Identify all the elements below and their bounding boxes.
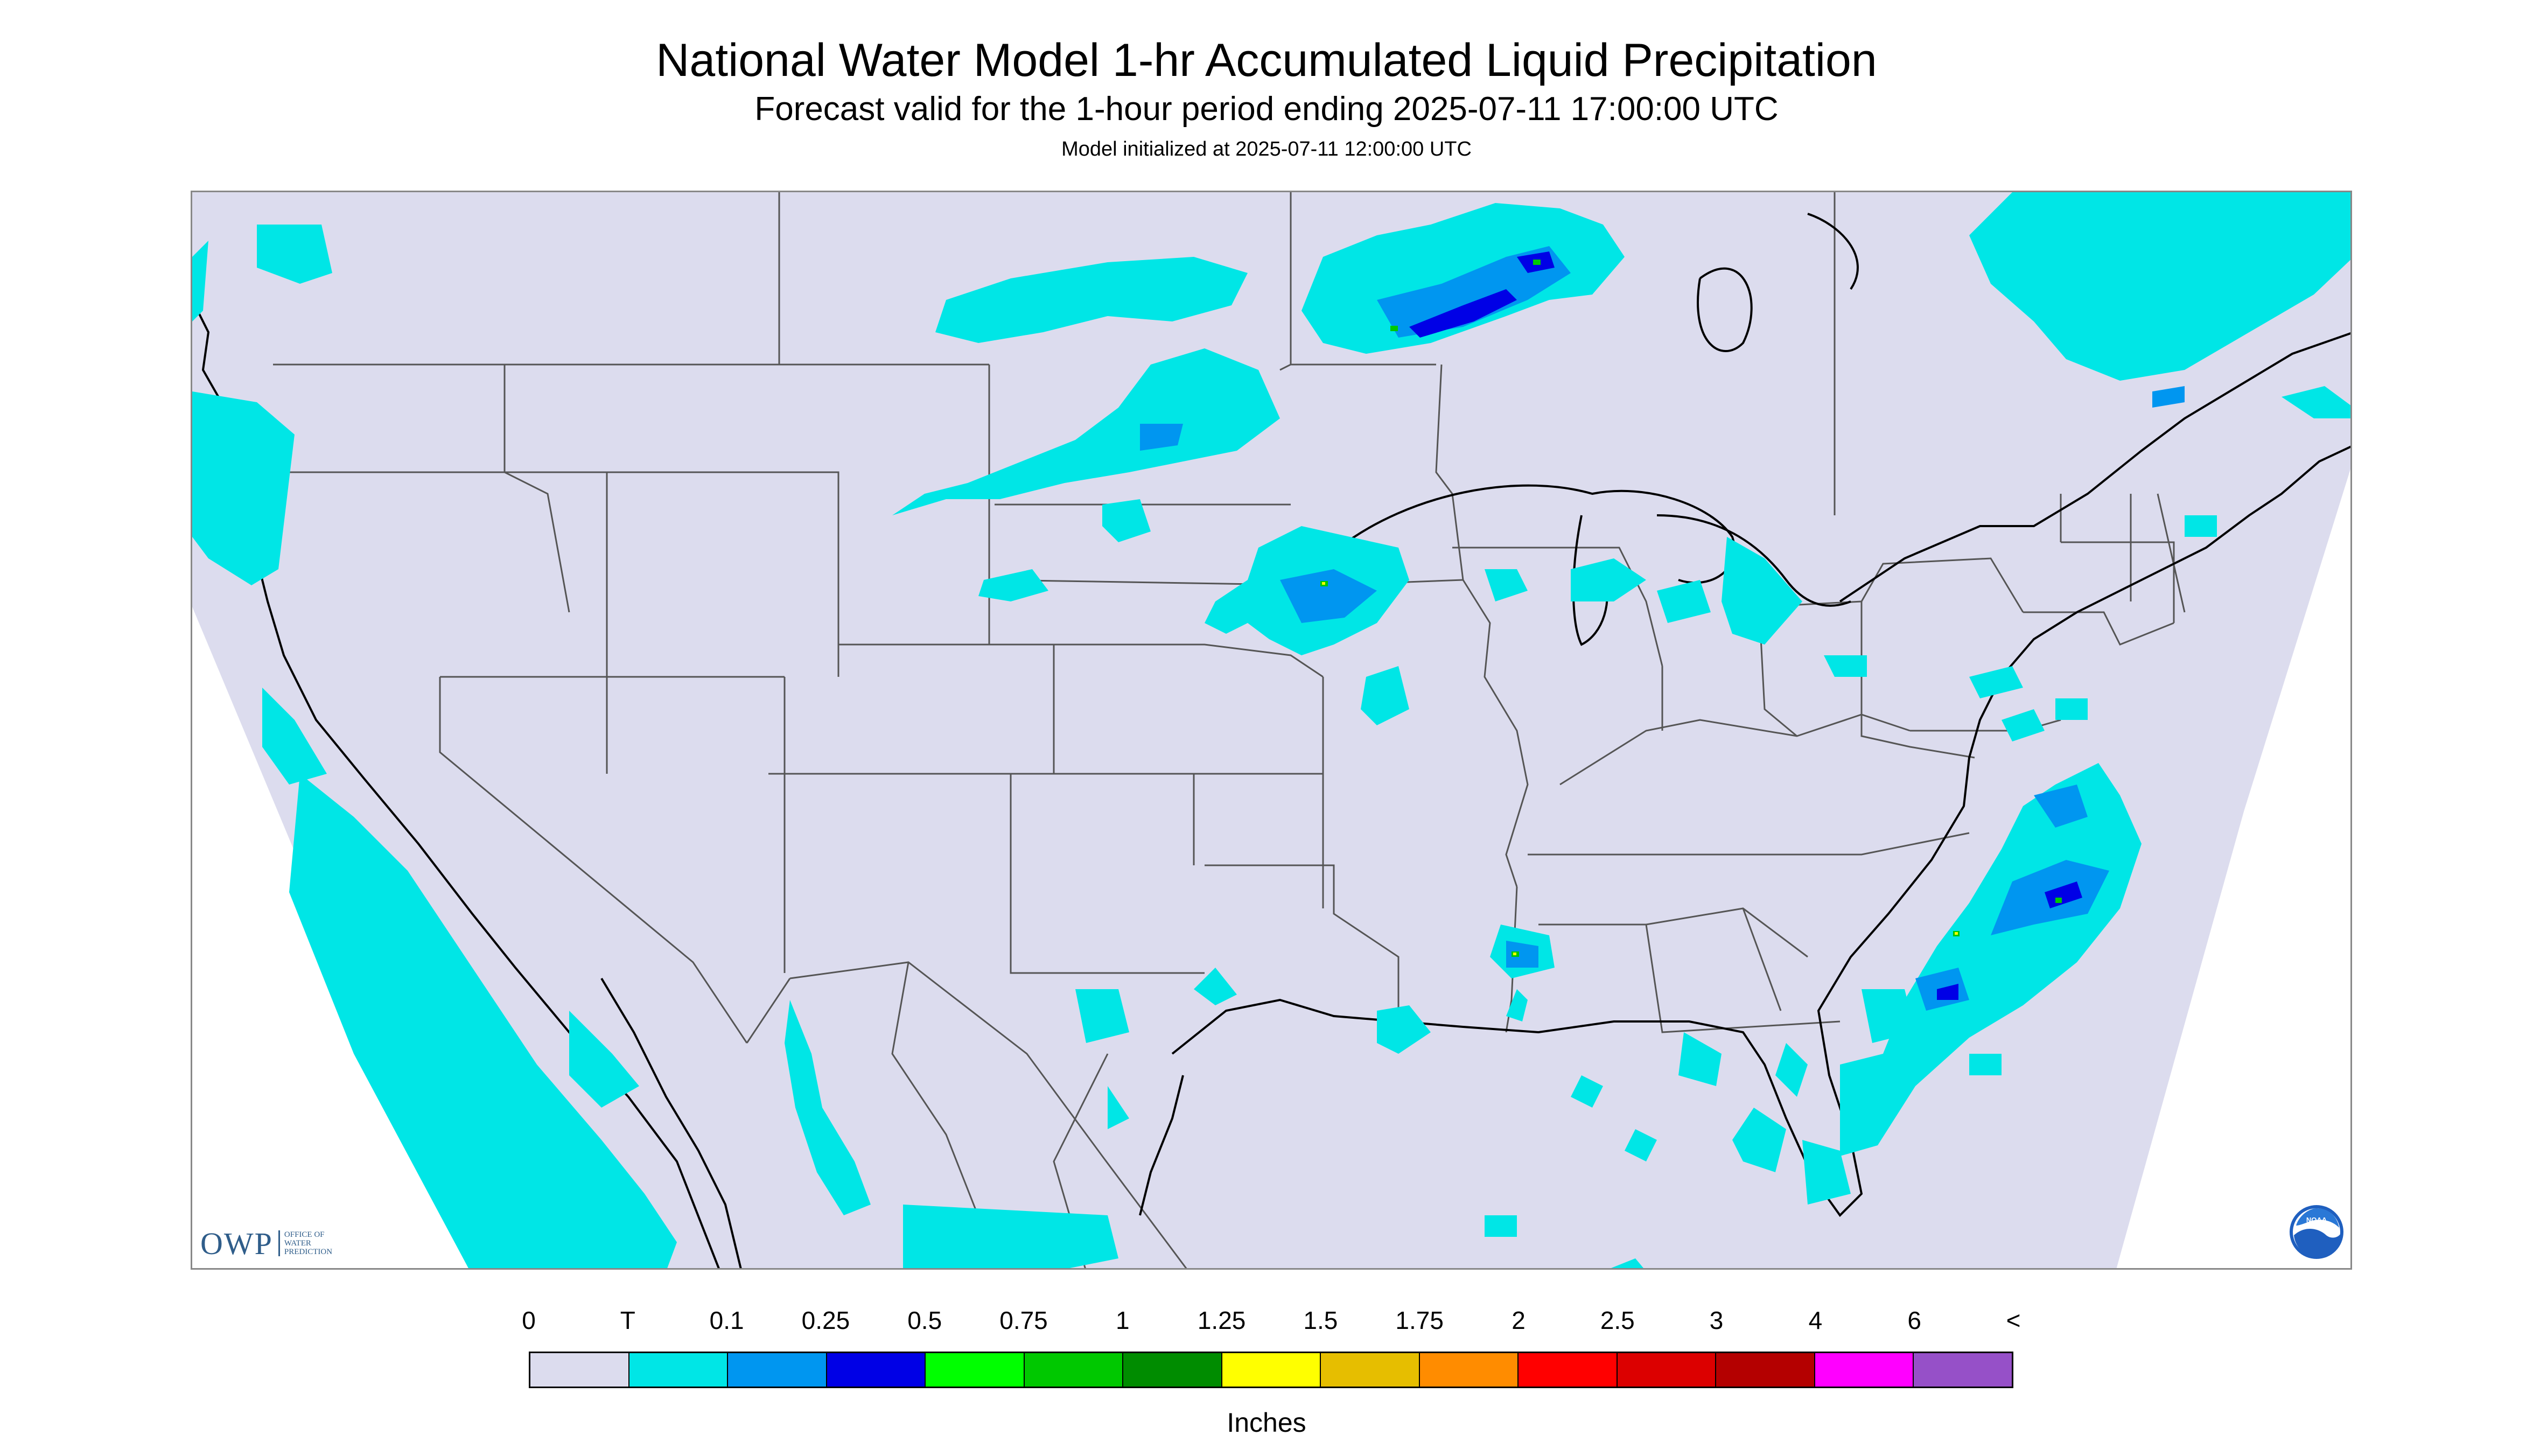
legend-tick-label: 1.5: [1303, 1306, 1338, 1334]
map-canvas: [192, 192, 2350, 1268]
legend-tick-label: 2: [1512, 1306, 1526, 1334]
legend-tick-label: <: [2006, 1306, 2021, 1334]
legend-tick-label: 1: [1116, 1306, 1130, 1334]
legend-tick-label: 0.5: [907, 1306, 942, 1334]
legend-swatch: [1716, 1353, 1815, 1387]
legend-tick-label: 3: [1709, 1306, 1724, 1334]
legend-tick-label: 4: [1808, 1306, 1823, 1334]
model-init-time: Model initialized at 2025-07-11 12:00:00…: [1061, 138, 1472, 160]
precipitation-map: [191, 191, 2352, 1270]
owp-sub-line-2: WATER: [284, 1239, 311, 1248]
state-boundaries: [273, 192, 2186, 1268]
precip-yellow: [1322, 582, 1958, 955]
legend-colorbar: [529, 1352, 2013, 1388]
legend-swatch: [728, 1353, 827, 1387]
legend-swatch: [629, 1353, 729, 1387]
legend-swatch: [1815, 1353, 1914, 1387]
legend-swatch: [1519, 1353, 1618, 1387]
legend-tick-label: 0.75: [999, 1306, 1048, 1334]
legend-swatch: [1617, 1353, 1717, 1387]
map-title: National Water Model 1-hr Accumulated Li…: [656, 34, 1877, 86]
legend-tick-label: 0.25: [801, 1306, 850, 1334]
noaa-logo-text: NOAA: [2306, 1216, 2327, 1224]
noaa-logo-icon: NOAA: [2290, 1205, 2343, 1259]
legend-swatch: [1914, 1353, 2012, 1387]
legend-units: Inches: [1227, 1408, 1306, 1438]
legend-swatch: [1123, 1353, 1222, 1387]
legend-swatch: [530, 1353, 629, 1387]
precip-light-blue: [1140, 246, 2185, 1011]
precip-blue: [1409, 251, 2082, 1000]
legend-tick-label: 2.5: [1600, 1306, 1635, 1334]
legend-labels: 0 T 0.1 0.25 0.5 0.75 1 1.25 1.5 1.75 2 2.5 3 4 6 <: [0, 1305, 2533, 1338]
legend-swatch: [926, 1353, 1025, 1387]
owp-logo-subtext: OFFICE OF WATER PREDICTION: [278, 1230, 332, 1256]
legend-swatch: [827, 1353, 926, 1387]
owp-sub-line-1: OFFICE OF: [284, 1230, 325, 1239]
legend-swatch: [1321, 1353, 1420, 1387]
owp-logo-text: OWP: [200, 1226, 273, 1261]
legend-tick-label: 0: [522, 1306, 536, 1334]
legend-swatch: [1419, 1353, 1519, 1387]
map-subtitle: Forecast valid for the 1-hour period end…: [754, 90, 1779, 128]
legend-tick-label: 1.25: [1197, 1306, 1246, 1334]
legend-swatch: [1024, 1353, 1124, 1387]
model-domain: [192, 192, 2350, 1268]
owp-logo: OWP OFFICE OF WATER PREDICTION: [200, 1224, 332, 1262]
owp-sub-line-3: PREDICTION: [284, 1248, 333, 1256]
legend-tick-label: 1.75: [1395, 1306, 1444, 1334]
legend-tick-label: T: [620, 1306, 635, 1334]
legend-tick-label: 6: [1907, 1306, 1921, 1334]
legend-swatch: [1222, 1353, 1321, 1387]
legend-tick-label: 0.1: [709, 1306, 744, 1334]
